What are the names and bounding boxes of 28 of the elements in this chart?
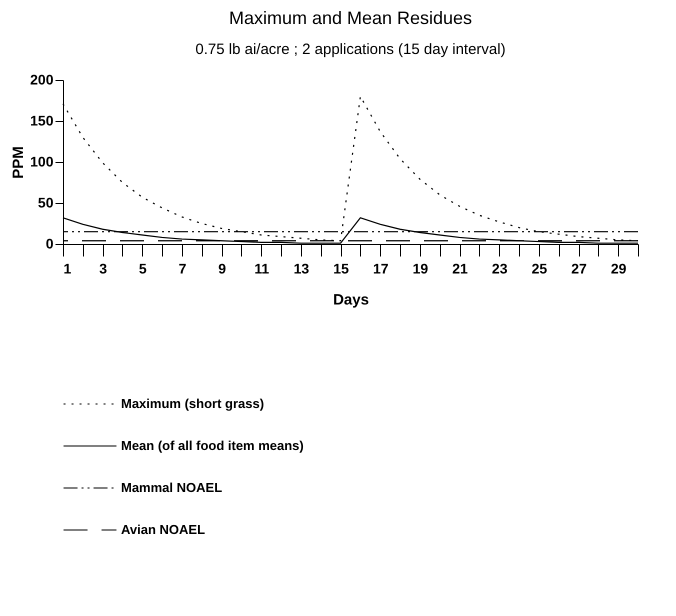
x-tick-label: 29 [610,260,627,276]
chart-title: Maximum and Mean Residues [228,8,472,28]
x-axis-title: Days [333,292,369,308]
x-tick-label: 23 [492,260,508,276]
y-tick-label: 200 [30,72,54,88]
x-tick-label: 5 [138,260,147,276]
x-tick-label: 15 [333,260,350,276]
x-tick-label: 17 [372,260,389,276]
x-tick-label: 1 [64,260,72,276]
y-axis-title: PPM [10,146,28,179]
x-tick-label: 25 [532,260,548,276]
x-tick-label: 3 [99,260,108,276]
x-tick-label: 19 [412,260,428,276]
chart-subtitle: 0.75 lb ai/acre ; 2 applications (15 day interval) [195,41,506,58]
legend-label: Avian NOAEL [121,522,206,537]
y-tick-label: 50 [38,194,54,210]
x-tick-label: 9 [218,260,226,276]
y-tick-label: 100 [30,154,54,170]
x-tick-label: 27 [571,260,588,276]
x-tick-label: 11 [254,260,270,276]
x-tick-label: 21 [452,260,468,276]
legend-label: Maximum (short grass) [121,396,264,411]
legend-label: Mammal NOAEL [121,480,222,495]
y-tick-label: 150 [30,112,54,128]
legend-label: Mean (of all food item means) [121,438,304,453]
x-tick-label: 7 [178,260,187,276]
y-tick-label: 0 [46,236,54,252]
x-tick-label: 13 [294,260,310,276]
